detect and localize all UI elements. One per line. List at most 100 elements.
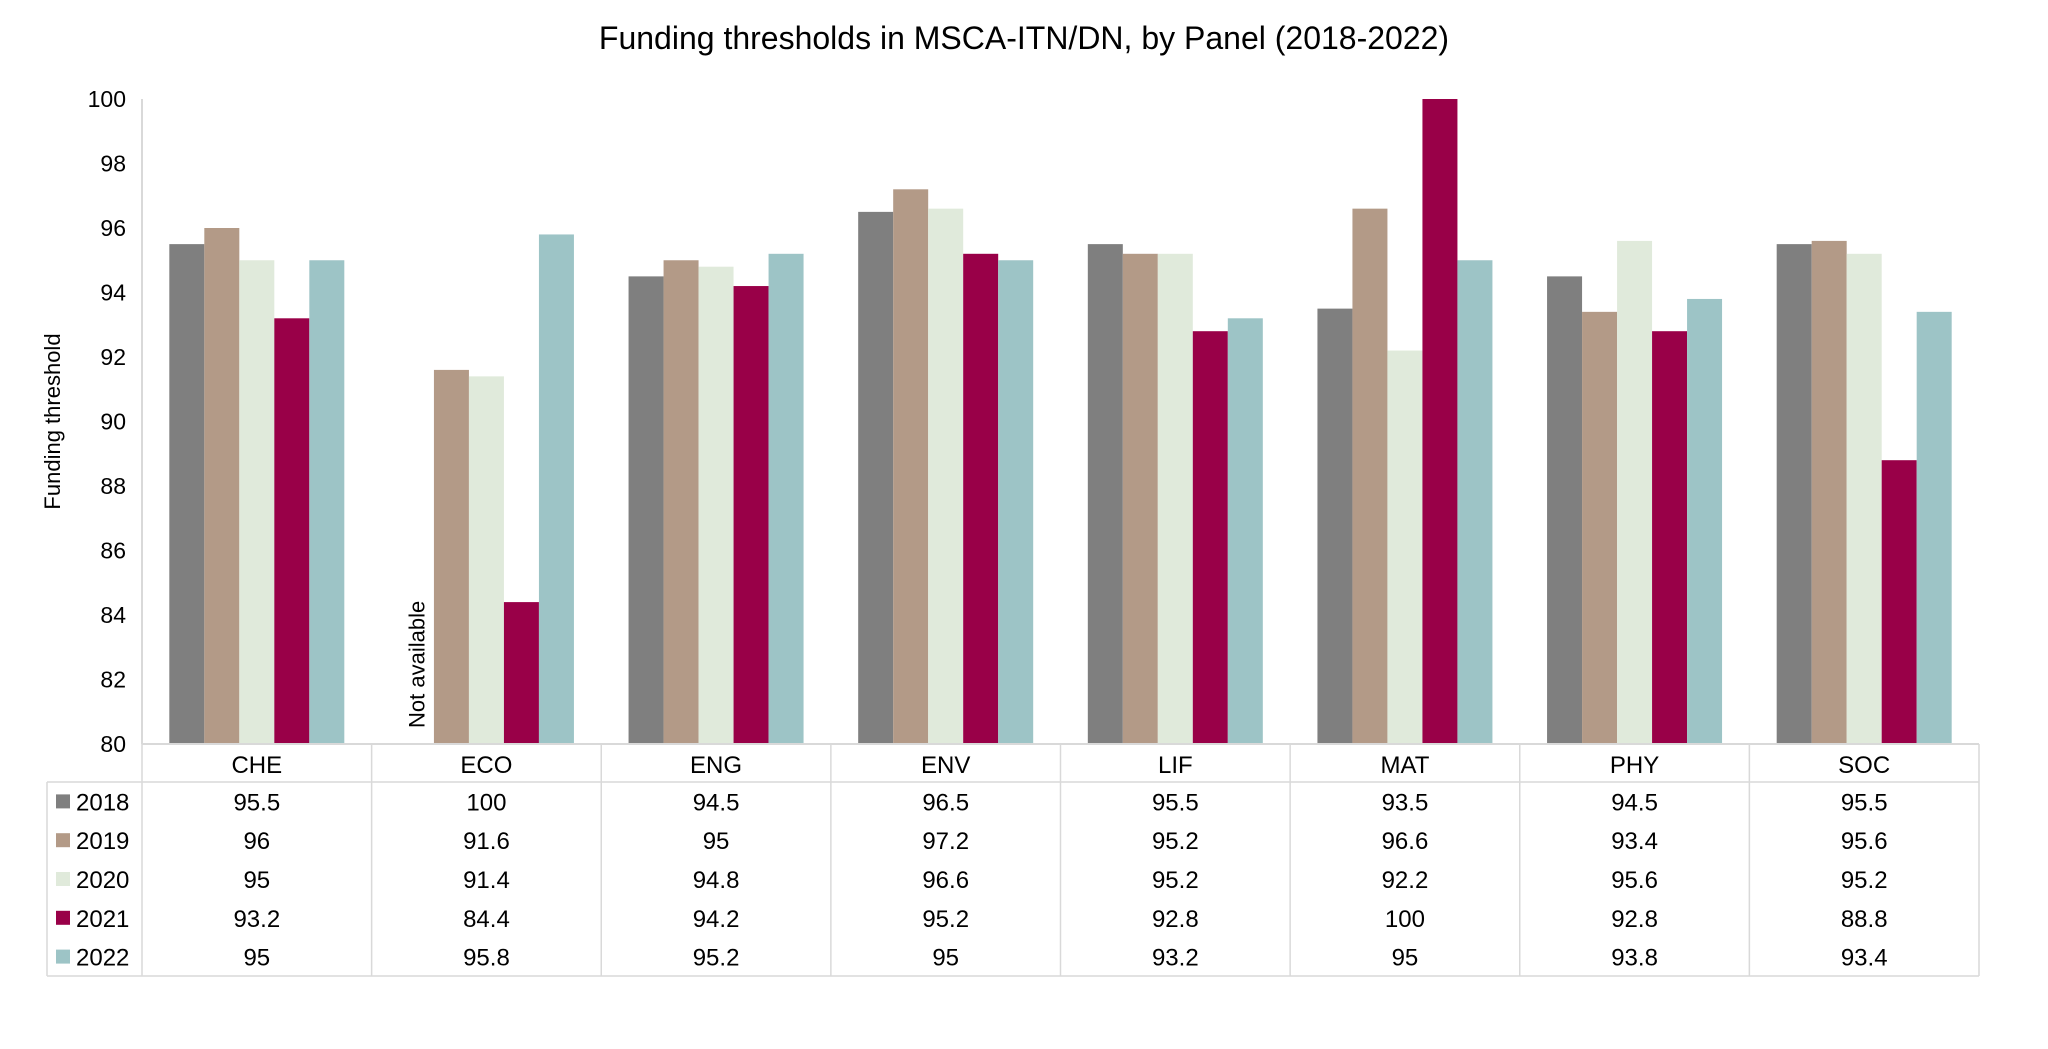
table-value: 96.5 — [922, 789, 969, 816]
bar-eco-2020 — [468, 376, 504, 744]
legend-swatch-2019 — [56, 833, 70, 848]
bar-che-2021 — [274, 318, 310, 744]
y-axis-label: Funding threshold — [40, 333, 65, 509]
y-tick-label: 88 — [100, 473, 126, 499]
legend-label: 2021 — [76, 906, 129, 933]
bar-che-2019 — [204, 228, 240, 744]
bar-phy-2021 — [1652, 331, 1688, 744]
x-category-label: MAT — [1380, 752, 1429, 779]
legend-swatch-2022 — [56, 949, 70, 964]
legend-swatch-2018 — [56, 794, 70, 809]
table-value: 96.6 — [922, 867, 969, 894]
bar-eng-2020 — [698, 266, 734, 744]
bar-env-2018 — [858, 211, 894, 744]
bar-eco-2019 — [433, 369, 469, 744]
table-value: 95.2 — [693, 945, 740, 972]
table-value: 95.5 — [233, 789, 280, 816]
table-value: 94.2 — [693, 906, 740, 933]
legend-swatch-2021 — [56, 910, 70, 925]
bar-soc-2020 — [1846, 253, 1882, 745]
not-available-annotation: Not available — [404, 601, 429, 728]
x-category-label: SOC — [1838, 752, 1890, 779]
table-value: 96.6 — [1382, 828, 1429, 855]
bar-env-2022 — [998, 260, 1034, 744]
bar-eng-2022 — [768, 253, 804, 745]
x-category-label: LIF — [1158, 752, 1193, 779]
bar-eng-2019 — [663, 260, 699, 744]
table-value: 94.5 — [1611, 789, 1658, 816]
table-value: 88.8 — [1841, 906, 1888, 933]
table-value: 95.6 — [1841, 828, 1888, 855]
table-value: 92.8 — [1611, 906, 1658, 933]
bar-lif-2022 — [1227, 318, 1263, 744]
bar-che-2020 — [239, 260, 275, 744]
bar-phy-2020 — [1617, 240, 1653, 744]
y-tick-label: 80 — [100, 731, 126, 757]
bar-phy-2018 — [1547, 276, 1583, 744]
table-value: 97.2 — [922, 828, 969, 855]
bar-phy-2019 — [1582, 311, 1618, 744]
y-tick-label: 84 — [100, 602, 126, 628]
table-value: 94.5 — [693, 789, 740, 816]
table-value: 93.5 — [1382, 789, 1429, 816]
bar-mat-2018 — [1317, 308, 1353, 744]
table-value: 95.2 — [922, 906, 969, 933]
bar-env-2019 — [893, 189, 929, 745]
bar-eco-2022 — [538, 234, 574, 744]
table-value: 100 — [466, 789, 506, 816]
table-value: 93.8 — [1611, 945, 1658, 972]
x-category-label: PHY — [1610, 752, 1659, 779]
table-value: 95.6 — [1611, 867, 1658, 894]
table-value: 95.2 — [1841, 867, 1888, 894]
table-value: 93.2 — [1152, 945, 1199, 972]
bar-phy-2022 — [1687, 298, 1723, 744]
legend-swatch-2020 — [56, 872, 70, 886]
table-value: 84.4 — [463, 906, 510, 933]
table-value: 95.5 — [1152, 789, 1199, 816]
legend-label: 2018 — [76, 789, 129, 816]
table-value: 95.2 — [1152, 828, 1199, 855]
table-value: 93.4 — [1841, 945, 1888, 972]
bar-soc-2019 — [1811, 240, 1847, 744]
table-value: 95 — [703, 828, 730, 855]
bar-lif-2018 — [1087, 244, 1123, 744]
legend-label: 2019 — [76, 828, 129, 855]
table-value: 91.4 — [463, 867, 510, 894]
y-tick-label: 100 — [88, 86, 126, 112]
table-value: 95.8 — [463, 945, 510, 972]
bar-lif-2019 — [1122, 253, 1158, 745]
table-value: 95.5 — [1841, 789, 1888, 816]
x-category-label: ENV — [921, 752, 970, 779]
bar-env-2020 — [928, 208, 964, 744]
y-tick-label: 86 — [100, 538, 126, 564]
y-tick-label: 94 — [100, 280, 126, 306]
table-value: 94.8 — [693, 867, 740, 894]
bar-lif-2020 — [1157, 253, 1193, 745]
table-value: 95 — [932, 945, 959, 972]
table-value: 95.2 — [1152, 867, 1199, 894]
bar-eng-2021 — [733, 286, 769, 744]
bar-eco-2021 — [503, 602, 539, 744]
bar-soc-2021 — [1881, 460, 1917, 744]
bar-mat-2020 — [1387, 350, 1423, 744]
bar-soc-2018 — [1776, 244, 1812, 744]
bar-mat-2019 — [1352, 208, 1388, 744]
table-value: 92.2 — [1382, 867, 1429, 894]
chart-title: Funding thresholds in MSCA-ITN/DN, by Pa… — [598, 20, 1450, 56]
x-category-label: CHE — [231, 752, 282, 779]
y-tick-label: 98 — [100, 151, 126, 177]
y-tick-label: 82 — [100, 667, 126, 693]
table-value: 92.8 — [1152, 906, 1199, 933]
y-tick-label: 96 — [100, 215, 126, 241]
table-value: 93.4 — [1611, 828, 1658, 855]
table-value: 95 — [1392, 945, 1419, 972]
bar-mat-2022 — [1457, 260, 1493, 744]
bar-eng-2018 — [628, 276, 664, 744]
table-value: 100 — [1385, 906, 1425, 933]
table-value: 95 — [243, 945, 270, 972]
bar-soc-2022 — [1916, 311, 1952, 744]
bar-che-2022 — [309, 260, 345, 744]
table-value: 93.2 — [233, 906, 280, 933]
x-category-label: ENG — [690, 752, 742, 779]
